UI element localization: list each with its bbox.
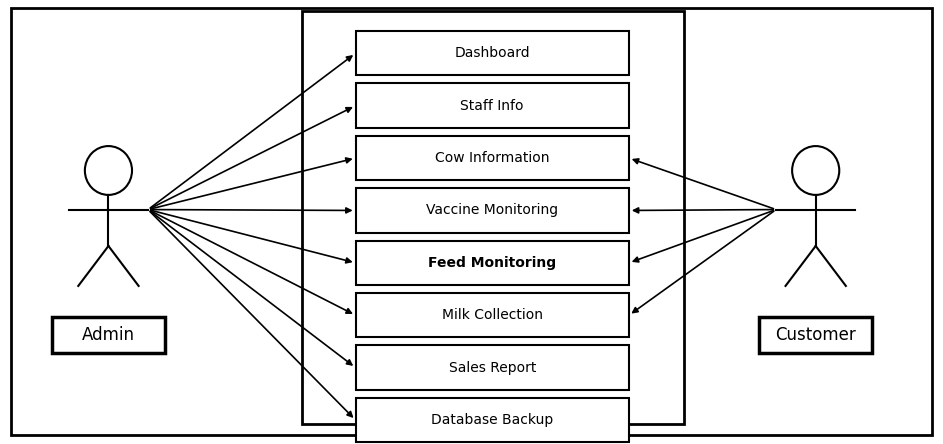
FancyBboxPatch shape <box>52 317 165 353</box>
FancyBboxPatch shape <box>356 398 629 442</box>
Text: Milk Collection: Milk Collection <box>441 308 543 322</box>
FancyBboxPatch shape <box>356 345 629 390</box>
FancyBboxPatch shape <box>356 136 629 180</box>
FancyBboxPatch shape <box>356 241 629 285</box>
FancyBboxPatch shape <box>11 8 932 435</box>
FancyBboxPatch shape <box>356 293 629 337</box>
Text: Staff Info: Staff Info <box>460 99 524 113</box>
Text: Feed Monitoring: Feed Monitoring <box>428 256 556 270</box>
Text: Database Backup: Database Backup <box>431 413 554 427</box>
Text: Dashboard: Dashboard <box>455 46 530 60</box>
Text: Vaccine Monitoring: Vaccine Monitoring <box>426 203 558 218</box>
Text: Admin: Admin <box>82 326 135 344</box>
FancyBboxPatch shape <box>356 188 629 233</box>
FancyBboxPatch shape <box>356 31 629 75</box>
Ellipse shape <box>85 146 132 195</box>
Text: Cow Information: Cow Information <box>435 151 550 165</box>
Text: Customer: Customer <box>775 326 856 344</box>
FancyBboxPatch shape <box>759 317 872 353</box>
Text: Sales Report: Sales Report <box>449 361 536 375</box>
Ellipse shape <box>792 146 839 195</box>
FancyBboxPatch shape <box>356 83 629 128</box>
FancyBboxPatch shape <box>302 11 684 424</box>
